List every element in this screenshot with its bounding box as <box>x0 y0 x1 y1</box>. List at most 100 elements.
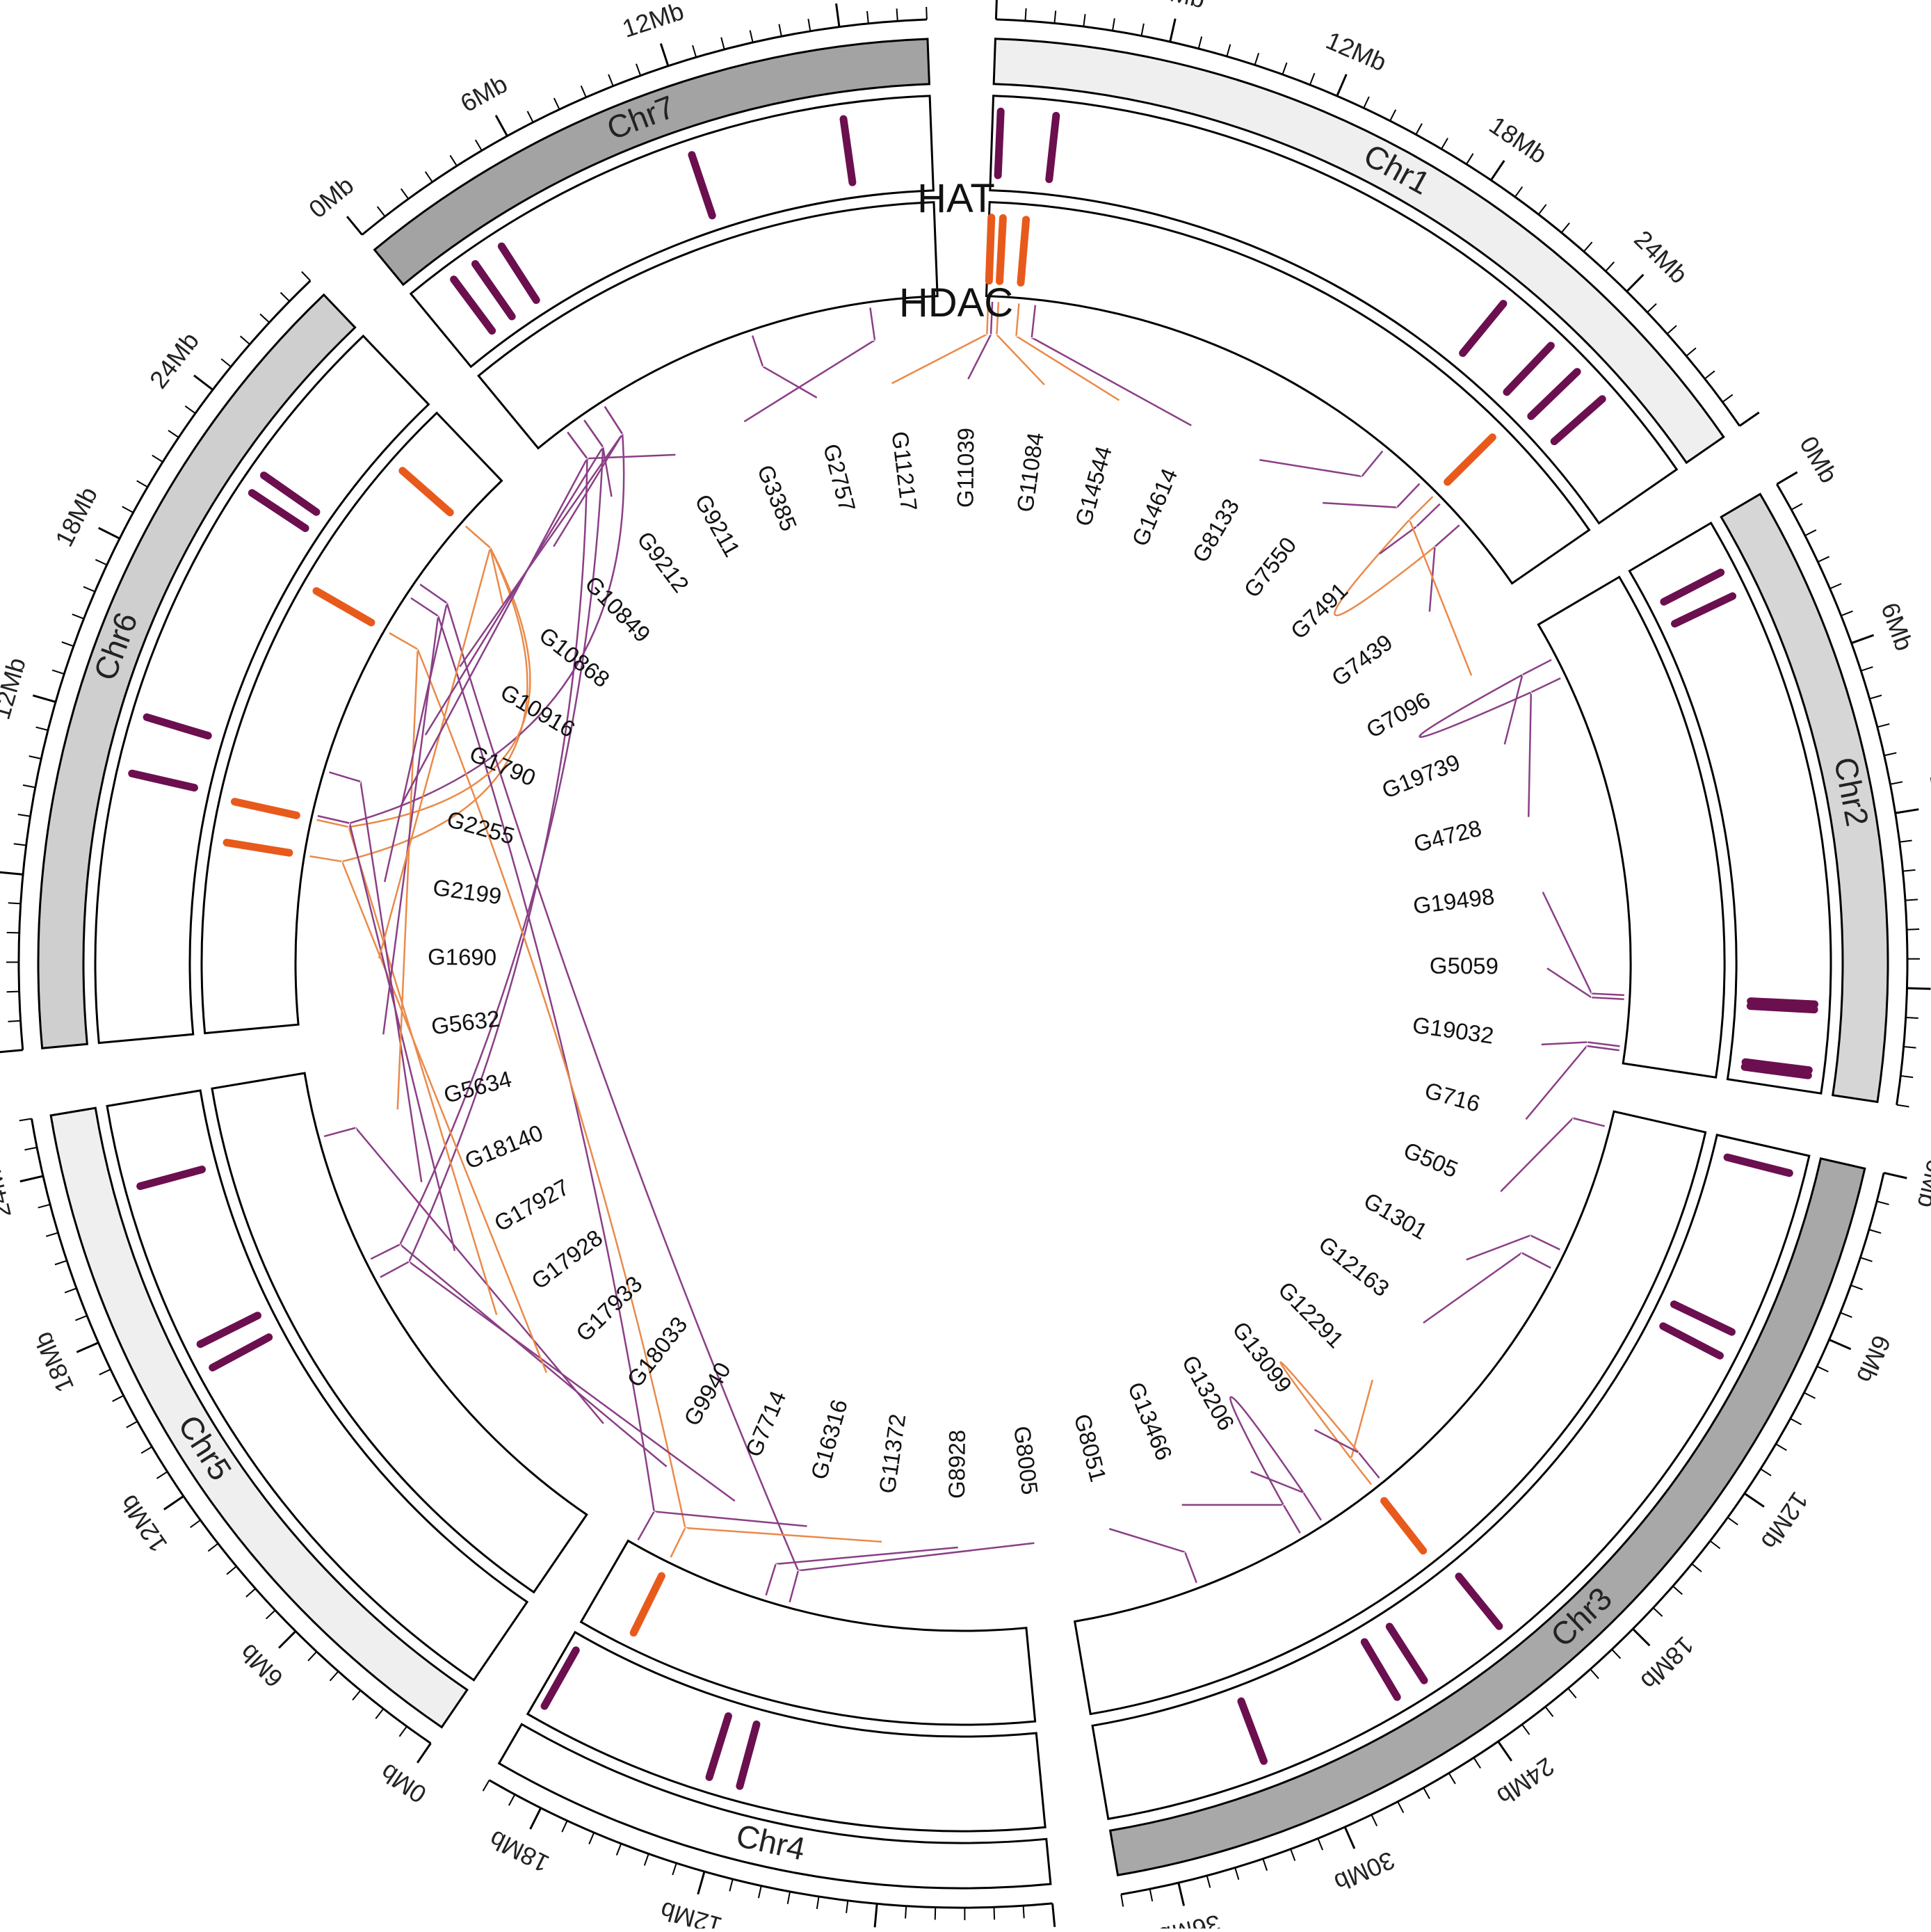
chr4-minor-tick <box>562 1821 567 1832</box>
chr7-minor-tick <box>926 7 927 19</box>
chr3-minor-tick <box>1473 1757 1480 1768</box>
gene-label-g17933: G17933 <box>571 1271 647 1346</box>
chr6-minor-tick <box>95 560 106 565</box>
chr4-major-tick <box>531 1808 541 1829</box>
chr6-tick-label: 12Mb <box>0 654 31 723</box>
chr2-major-tick <box>1852 635 1874 643</box>
chr6-minor-tick <box>8 1021 21 1022</box>
chr5-minor-tick <box>375 1709 383 1718</box>
gene-label-g17928: G17928 <box>526 1225 607 1294</box>
chr7-minor-tick <box>808 19 810 31</box>
gene-label-g16316: G16316 <box>806 1396 853 1482</box>
chr6-major-tick <box>0 1050 23 1052</box>
chr1-minor-tick <box>1515 187 1523 198</box>
chr6-minor-tick <box>72 614 84 619</box>
chr3-minor-tick <box>1860 1257 1872 1262</box>
chr7-tick-label: 6Mb <box>455 70 512 118</box>
chr5-minor-tick <box>208 1543 218 1551</box>
chr1-minor-tick <box>1227 45 1230 56</box>
hat-track-title: HAT <box>917 176 995 221</box>
chr4-minor-tick <box>509 1794 515 1805</box>
gene-leader-g19498 <box>1543 892 1624 995</box>
chr1-minor-tick <box>1722 394 1732 402</box>
chr1-minor-tick <box>1199 36 1202 48</box>
chr7-minor-tick <box>450 155 457 166</box>
chr4-major-tick <box>875 1903 877 1927</box>
chr2-major-tick <box>1777 472 1797 484</box>
chr4-major-tick <box>698 1871 704 1894</box>
gene-label-g11217: G11217 <box>887 430 923 513</box>
gene-leader-g13206 <box>1251 1472 1321 1520</box>
chr6-minor-tick <box>52 670 64 675</box>
chr2-minor-tick <box>1818 556 1829 562</box>
chr1-hdac-mark <box>1000 218 1003 282</box>
chr2-minor-tick <box>1905 899 1918 900</box>
chr7-tick-label: 0Mb <box>303 170 359 223</box>
chr1-major-tick <box>1337 74 1346 96</box>
link-ring <box>334 334 1592 1593</box>
chr5-tick-label: 12Mb <box>114 1490 173 1557</box>
gene-label-g7714: G7714 <box>741 1387 791 1460</box>
chr1-tick-label: 18Mb <box>1485 111 1553 169</box>
gene-leader-g7439 <box>1430 525 1460 611</box>
chr5-minor-tick <box>156 1472 167 1479</box>
chr4-minor-tick <box>589 1833 594 1844</box>
chr2-minor-tick <box>1870 695 1882 699</box>
gene-leader-g14544 <box>1016 303 1119 400</box>
chr2-minor-tick <box>1900 840 1912 842</box>
chr5-major-tick <box>164 1496 184 1509</box>
chr1-tick-label: 6Mb <box>1154 0 1207 13</box>
chr2-minor-tick <box>1841 611 1853 616</box>
gene-leader-g11372 <box>671 1528 882 1557</box>
chr5-tick-label: 0Mb <box>375 1758 431 1809</box>
gene-label-g12291: G12291 <box>1273 1277 1349 1353</box>
gene-label-g8133: G8133 <box>1187 494 1244 567</box>
chr2-minor-tick <box>1900 1076 1913 1077</box>
chr2-hat-mark <box>1750 1006 1814 1010</box>
chr5-minor-tick <box>227 1566 236 1574</box>
chr7-minor-tick <box>528 111 533 122</box>
chr6-minor-tick <box>137 481 148 487</box>
gene-label-g2757: G2757 <box>818 441 861 514</box>
gene-label-g1301: G1301 <box>1359 1187 1432 1244</box>
gene-label-g716: G716 <box>1422 1077 1483 1117</box>
chr2-minor-tick <box>1906 1017 1918 1018</box>
gene-label-g18140: G18140 <box>461 1120 547 1174</box>
chr2-tick-label: 12Mb <box>1924 772 1931 838</box>
chr6-minor-tick <box>152 456 163 462</box>
chr3-minor-tick <box>1263 1859 1267 1871</box>
chr3-minor-tick <box>1318 1838 1323 1850</box>
chr3-minor-tick <box>1791 1419 1802 1425</box>
gene-link <box>438 616 654 1512</box>
gene-label-g4728: G4728 <box>1411 815 1484 858</box>
chr1-minor-tick <box>1686 348 1696 356</box>
gene-label-g19498: G19498 <box>1412 883 1496 919</box>
chr1-hdac-mark <box>1021 220 1026 283</box>
chr7-minor-tick <box>554 98 560 109</box>
chr7-minor-tick <box>693 45 696 57</box>
chr6-minor-tick <box>14 844 26 845</box>
chr7-minor-tick <box>378 207 385 216</box>
gene-label-g11372: G11372 <box>874 1412 911 1495</box>
link-layer <box>342 434 1531 1570</box>
chr5-minor-tick <box>330 1671 339 1680</box>
gene-label-g9940: G9940 <box>679 1358 736 1430</box>
chr4-minor-tick <box>935 1907 936 1919</box>
chr5-minor-tick <box>46 1233 58 1237</box>
gene-label-g11039: G11039 <box>952 428 978 508</box>
chr6-minor-tick <box>221 359 231 367</box>
chr2-minor-tick <box>1791 504 1802 510</box>
chr5-minor-tick <box>65 1288 76 1292</box>
gene-label-g8051: G8051 <box>1069 1411 1112 1484</box>
gene-label-g18033: G18033 <box>622 1312 692 1392</box>
chr1-minor-tick <box>1054 10 1056 23</box>
chr6-major-tick <box>0 872 23 874</box>
chr1-minor-tick <box>1416 124 1422 135</box>
gene-leader-g1301 <box>1467 1235 1560 1259</box>
chr1-minor-tick <box>1113 18 1115 31</box>
chr3-minor-tick <box>1776 1444 1786 1450</box>
chr3-tick-label: 24Mb <box>1492 1752 1559 1811</box>
gene-label-g13099: G13099 <box>1227 1317 1297 1397</box>
chr3-minor-tick <box>1398 1802 1403 1813</box>
